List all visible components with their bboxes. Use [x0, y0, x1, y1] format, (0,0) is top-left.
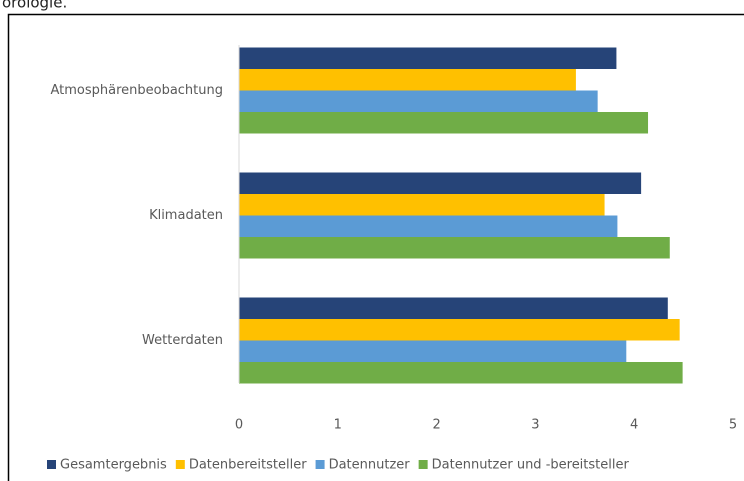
y-tick-label: Atmosphärenbeobachtung [50, 83, 223, 98]
bar [239, 237, 670, 259]
bar [239, 297, 668, 319]
legend-label: Datennutzer [329, 458, 411, 473]
header-text: orologie. [2, 0, 67, 12]
x-tick-label: 4 [630, 418, 638, 433]
bar [239, 194, 605, 216]
y-tick-label: Wetterdaten [142, 333, 223, 348]
chart-border [7, 13, 744, 481]
y-tick-label: Klimadaten [149, 208, 223, 223]
bar [239, 69, 576, 91]
legend-label: Datenbereitsteller [189, 458, 307, 473]
legend-swatch [315, 460, 325, 469]
bar [239, 362, 683, 384]
legend-label: Datennutzer und -bereitsteller [432, 458, 630, 473]
legend-label: Gesamtergebnis [60, 458, 167, 473]
bar [239, 47, 617, 69]
legend-swatch [47, 460, 56, 469]
x-tick-label: 2 [432, 418, 440, 433]
legend-swatch [175, 460, 185, 469]
x-tick-label: 3 [531, 418, 539, 433]
x-tick-label: 1 [334, 418, 342, 433]
legend-swatch [418, 460, 428, 469]
bar [239, 172, 642, 194]
x-tick-label: 0 [235, 418, 243, 433]
x-tick-label: 5 [729, 418, 737, 433]
bar [239, 319, 680, 341]
bar [239, 112, 649, 134]
bar [239, 90, 598, 112]
bar [239, 340, 627, 362]
bar [239, 215, 618, 237]
